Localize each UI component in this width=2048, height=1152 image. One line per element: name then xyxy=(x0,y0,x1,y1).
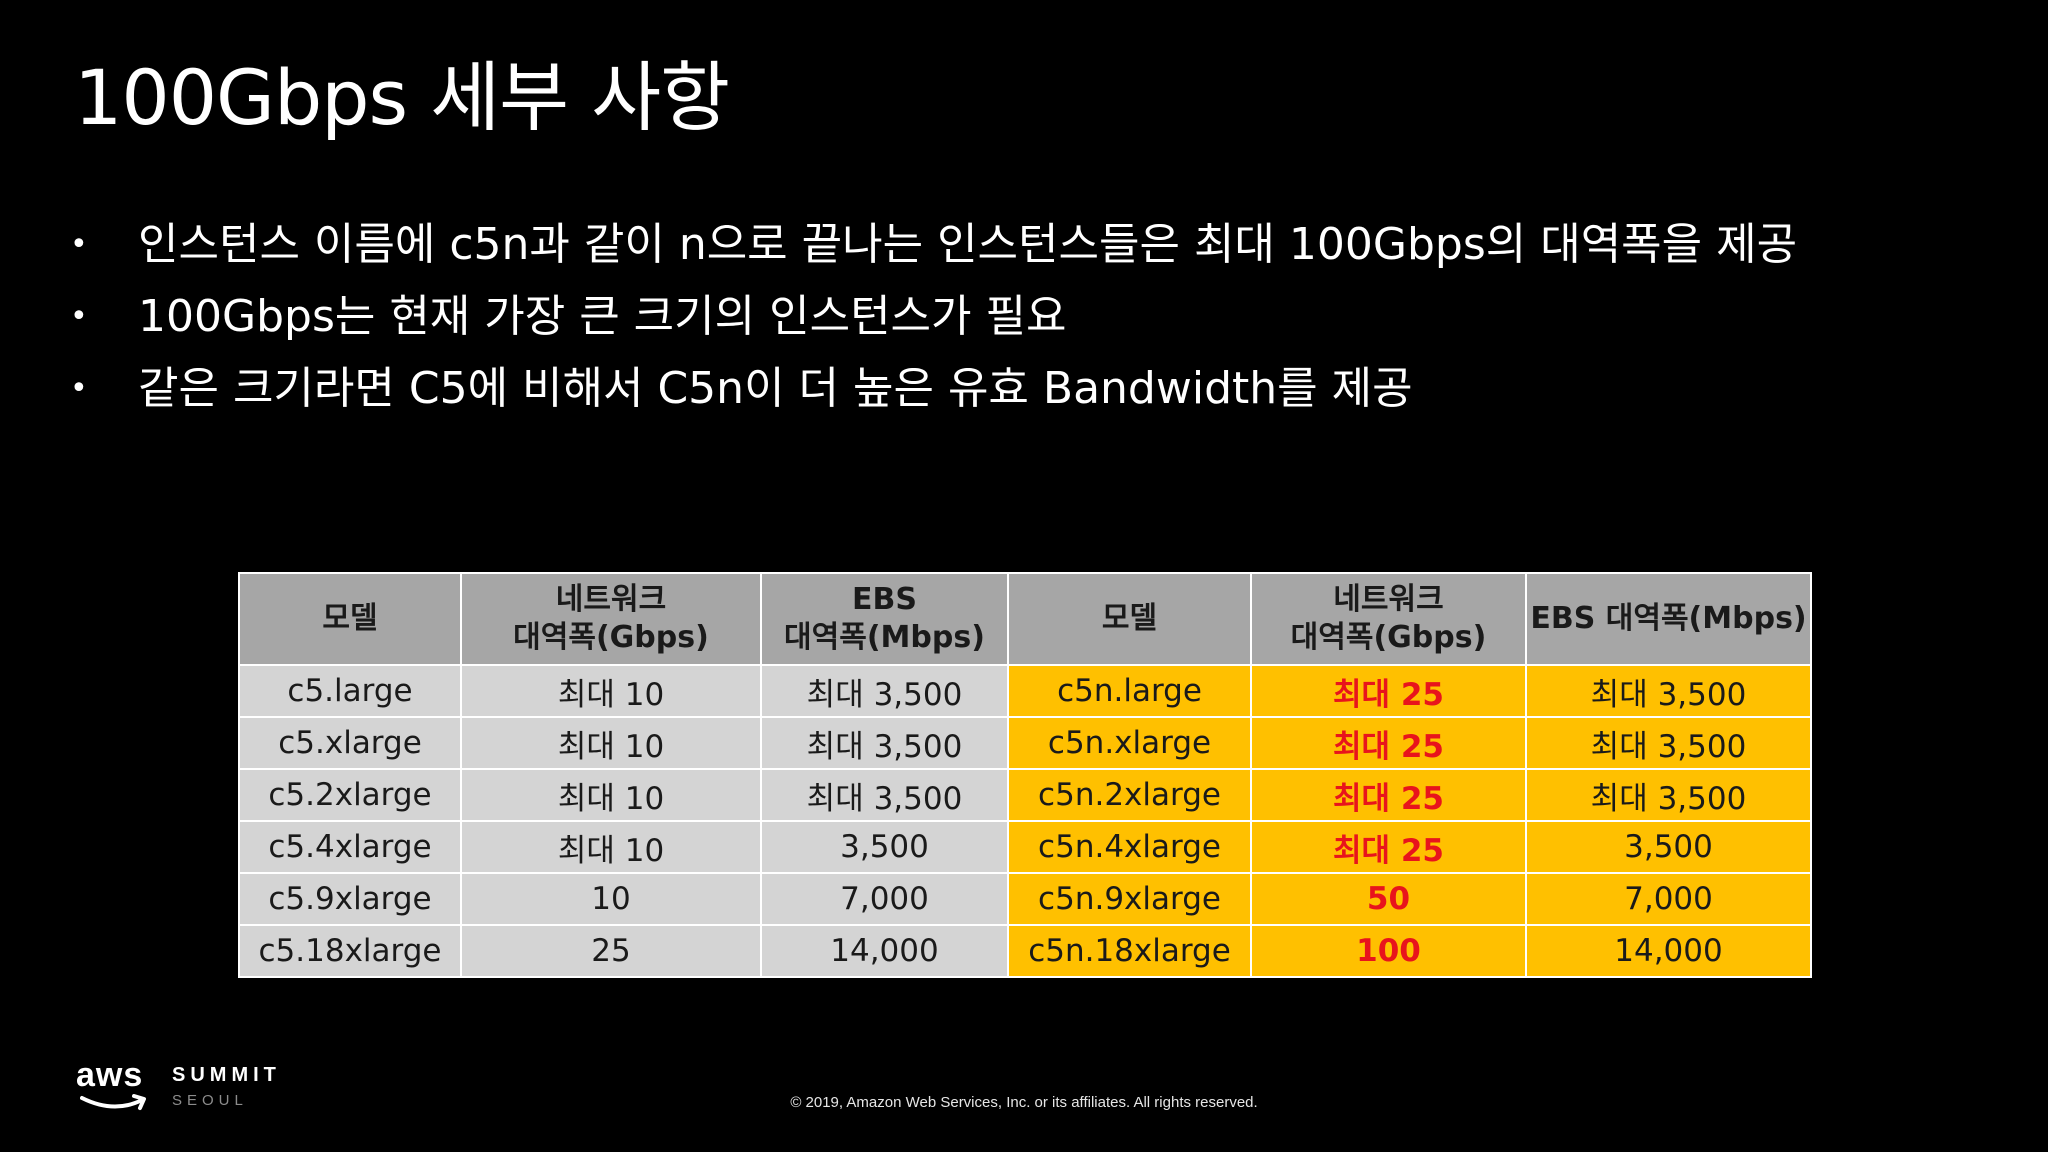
table-cell: 100 xyxy=(1250,924,1527,978)
table-row: c5.4xlarge 최대 10 3,500 c5n.4xlarge 최대 25 3,50… xyxy=(238,820,1812,874)
table-cell: c5n.9xlarge xyxy=(1007,872,1252,926)
table-header-label: 모델 xyxy=(1101,601,1158,636)
table-header-cell: 네트워크 대역폭(Gbps) xyxy=(460,572,762,666)
table-cell: 최대 3,500 xyxy=(760,716,1009,770)
table-cell: c5n.large xyxy=(1007,664,1252,718)
table-cell: 최대 3,500 xyxy=(760,664,1009,718)
table-header-label: 모델 xyxy=(322,601,378,636)
table-cell: c5n.4xlarge xyxy=(1007,820,1252,874)
aws-summit-seoul-logo: aws SUMMIT SEOUL xyxy=(76,1056,316,1114)
instance-comparison-table: 모델 네트워크 대역폭(Gbps) EBS 대역폭(Mbps) 모델 네트워크 대역폭(Gbp… xyxy=(238,572,1812,978)
bullet-marker: • xyxy=(70,371,88,406)
table-header: 모델 네트워크 대역폭(Gbps) EBS 대역폭(Mbps) 모델 네트워크 대역폭(Gbp… xyxy=(238,572,1812,666)
table-header-cell: 네트워크 대역폭(Gbps) xyxy=(1250,572,1527,666)
table-cell: c5.large xyxy=(238,664,462,718)
table-cell: 최대 3,500 xyxy=(1525,768,1812,822)
table-header-cell: 모델 xyxy=(1007,572,1252,666)
table-body: c5.large 최대 10 최대 3,500 c5n.large 최대 25 최대 3,… xyxy=(238,664,1812,978)
table-cell: 7,000 xyxy=(760,872,1009,926)
table-cell: c5.18xlarge xyxy=(238,924,462,978)
table-header-label: 대역폭(Gbps) xyxy=(1290,620,1487,655)
table-header-cell: EBS 대역폭(Mbps) xyxy=(760,572,1009,666)
table-cell: 14,000 xyxy=(1525,924,1812,978)
table-header-cell: 모델 xyxy=(238,572,462,666)
seoul-logo-text: SEOUL xyxy=(172,1092,248,1109)
table-header-label: 대역폭(Mbps) xyxy=(784,620,985,655)
table-header-row: 모델 네트워크 대역폭(Gbps) EBS 대역폭(Mbps) 모델 네트워크 대역폭(Gbp… xyxy=(238,572,1812,666)
slide-title: 100Gbps 세부 사항 xyxy=(74,53,730,142)
bullet-list: • 인스턴스 이름에 c5n과 같이 n으로 끝나는 인스턴스들은 최대 100… xyxy=(70,214,1990,430)
bullet-item: • 100Gbps는 현재 가장 큰 크기의 인스턴스가 필요 xyxy=(70,286,1990,348)
table-cell: 최대 25 xyxy=(1250,820,1527,874)
table-cell: 3,500 xyxy=(760,820,1009,874)
aws-smile-icon xyxy=(80,1094,146,1110)
table-cell: 50 xyxy=(1250,872,1527,926)
table-header-label: 네트워크 xyxy=(555,582,667,617)
table-row: c5.xlarge 최대 10 최대 3,500 c5n.xlarge 최대 25 최대 … xyxy=(238,716,1812,770)
table-header-label: 네트워크 xyxy=(1333,582,1444,617)
table-header-label: EBS 대역폭(Mbps) xyxy=(1530,601,1807,636)
table-cell: 7,000 xyxy=(1525,872,1812,926)
summit-logo-text: SUMMIT xyxy=(172,1064,281,1086)
table-cell: 최대 25 xyxy=(1250,664,1527,718)
table-cell: 최대 25 xyxy=(1250,768,1527,822)
table-cell: c5.9xlarge xyxy=(238,872,462,926)
table-cell: 25 xyxy=(460,924,762,978)
table-cell: 최대 10 xyxy=(460,820,762,874)
bullet-text: 인스턴스 이름에 c5n과 같이 n으로 끝나는 인스턴스들은 최대 100Gb… xyxy=(138,219,1798,270)
table-row: c5.large 최대 10 최대 3,500 c5n.large 최대 25 최대 3,… xyxy=(238,664,1812,718)
table-header-label: EBS xyxy=(852,582,917,617)
bullet-item: • 같은 크기라면 C5에 비해서 C5n이 더 높은 유효 Bandwidth… xyxy=(70,358,1990,420)
table-row: c5.2xlarge 최대 10 최대 3,500 c5n.2xlarge 최대 25 최… xyxy=(238,768,1812,822)
instance-comparison-table-wrapper: 모델 네트워크 대역폭(Gbps) EBS 대역폭(Mbps) 모델 네트워크 대역폭(Gbp… xyxy=(238,572,1812,978)
table-header-cell: EBS 대역폭(Mbps) xyxy=(1525,572,1812,666)
bullet-marker: • xyxy=(70,227,88,262)
table-cell: 최대 10 xyxy=(460,768,762,822)
table-cell: 최대 3,500 xyxy=(1525,664,1812,718)
table-cell: 14,000 xyxy=(760,924,1009,978)
aws-logo-text: aws xyxy=(76,1056,144,1094)
table-cell: c5.xlarge xyxy=(238,716,462,770)
bullet-text: 100Gbps는 현재 가장 큰 크기의 인스턴스가 필요 xyxy=(138,291,1067,342)
table-cell: 최대 3,500 xyxy=(1525,716,1812,770)
table-cell: c5.2xlarge xyxy=(238,768,462,822)
bullet-marker: • xyxy=(70,299,88,334)
table-cell: 최대 3,500 xyxy=(760,768,1009,822)
table-cell: c5n.18xlarge xyxy=(1007,924,1252,978)
table-row: c5.9xlarge 10 7,000 c5n.9xlarge 50 7,000 xyxy=(238,872,1812,926)
table-cell: 3,500 xyxy=(1525,820,1812,874)
table-cell: 최대 10 xyxy=(460,664,762,718)
table-cell: 최대 25 xyxy=(1250,716,1527,770)
bullet-text: 같은 크기라면 C5에 비해서 C5n이 더 높은 유효 Bandwidth를 … xyxy=(138,363,1413,414)
table-cell: 최대 10 xyxy=(460,716,762,770)
table-cell: c5.4xlarge xyxy=(238,820,462,874)
table-cell: c5n.xlarge xyxy=(1007,716,1252,770)
table-header-label: 대역폭(Gbps) xyxy=(513,620,709,655)
table-cell: c5n.2xlarge xyxy=(1007,768,1252,822)
table-row: c5.18xlarge 25 14,000 c5n.18xlarge 100 14,000 xyxy=(238,924,1812,978)
table-cell: 10 xyxy=(460,872,762,926)
copyright-notice: © 2019, Amazon Web Services, Inc. or its… xyxy=(790,1094,1258,1111)
bullet-item: • 인스턴스 이름에 c5n과 같이 n으로 끝나는 인스턴스들은 최대 100… xyxy=(70,214,1990,276)
